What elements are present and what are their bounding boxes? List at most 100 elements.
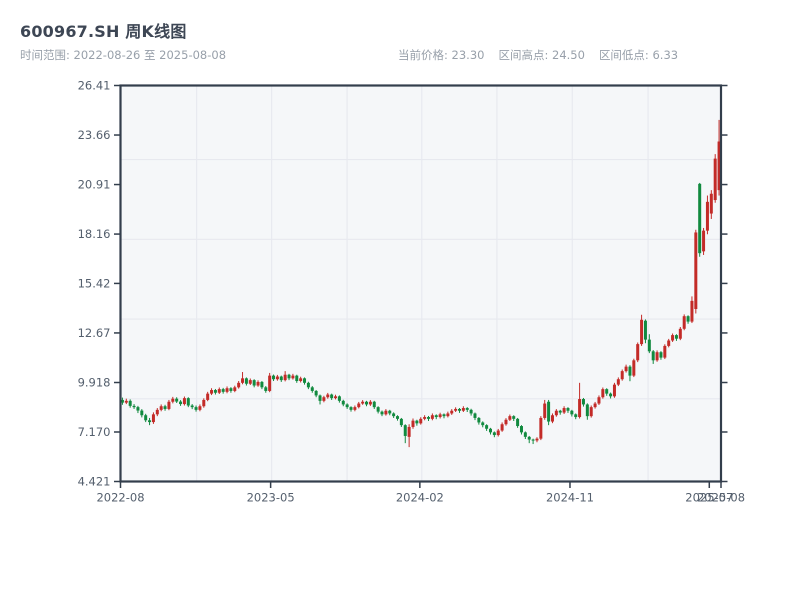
range-high-label: 区间高点: <box>498 48 549 62</box>
candle <box>306 382 310 388</box>
candle <box>175 398 179 402</box>
candle <box>384 410 388 415</box>
candle <box>450 410 454 414</box>
candle <box>550 415 554 422</box>
y-axis-label: 12.67 <box>78 326 111 340</box>
candle <box>380 411 384 415</box>
candle <box>500 424 504 431</box>
x-axis-label: 2025-07 <box>685 491 733 505</box>
candle <box>314 390 318 396</box>
candle <box>353 407 357 410</box>
current-price-label: 当前价格: <box>398 48 448 62</box>
candle <box>237 382 241 388</box>
candle <box>171 398 175 402</box>
candle <box>609 393 613 397</box>
candle <box>345 404 349 408</box>
y-axis-label: 4.421 <box>78 475 111 489</box>
candle <box>690 300 694 322</box>
candle <box>508 416 512 420</box>
candle <box>698 183 702 254</box>
candle <box>620 371 624 380</box>
candle <box>124 400 128 403</box>
candle <box>244 378 248 384</box>
candle <box>597 397 601 404</box>
candle <box>659 352 663 358</box>
plot-background <box>120 85 721 482</box>
candle <box>519 426 523 433</box>
price-summary: 当前价格: 23.30 区间高点: 24.50 区间低点: 6.33 <box>398 47 692 63</box>
candle <box>423 417 427 419</box>
candle <box>589 407 593 417</box>
candle <box>616 379 620 385</box>
candle <box>562 408 566 413</box>
candle <box>578 399 582 418</box>
x-axis-label: 2025-08 <box>697 491 745 505</box>
y-axis-label: 26.41 <box>78 79 111 93</box>
candle <box>365 401 369 405</box>
candle <box>694 232 698 309</box>
candle <box>709 193 713 214</box>
candle <box>322 397 326 401</box>
candle <box>543 403 547 418</box>
candle <box>605 389 609 394</box>
candle <box>167 401 171 409</box>
candle <box>461 408 465 411</box>
candle <box>330 394 334 399</box>
candle <box>496 430 500 436</box>
candle <box>527 436 531 440</box>
range-high-value: 24.50 <box>552 48 585 62</box>
candle <box>407 426 411 437</box>
candle <box>469 409 473 414</box>
candle <box>396 416 400 419</box>
candle <box>303 378 307 383</box>
candle <box>686 316 690 322</box>
candle <box>206 393 210 400</box>
candle <box>144 415 148 421</box>
candle <box>434 415 438 418</box>
candle <box>671 335 675 341</box>
candle <box>640 319 644 345</box>
candle <box>264 387 268 391</box>
candle <box>248 380 252 384</box>
candle <box>446 413 450 417</box>
candle <box>674 335 678 339</box>
candle <box>155 409 159 415</box>
candle <box>403 425 407 436</box>
candle <box>488 428 492 433</box>
candle <box>272 375 276 380</box>
candle <box>287 374 291 379</box>
candle <box>318 395 322 401</box>
candle <box>713 158 717 201</box>
candle <box>198 406 202 410</box>
candle <box>457 408 461 411</box>
current-price-stat: 当前价格: 23.30 <box>398 48 484 62</box>
candle <box>442 414 446 417</box>
candle <box>430 415 434 419</box>
candle <box>202 399 206 407</box>
candle <box>163 406 167 409</box>
candle <box>136 407 140 411</box>
candle <box>663 345 667 358</box>
candle <box>473 413 477 418</box>
candle <box>361 401 365 404</box>
candle <box>667 340 671 346</box>
candle <box>570 410 574 415</box>
candle <box>241 378 245 383</box>
candle <box>554 410 558 416</box>
candle <box>182 398 186 405</box>
candle <box>349 407 353 410</box>
candle <box>438 414 442 418</box>
candle <box>179 401 183 405</box>
candle <box>148 420 152 423</box>
range-low-value: 6.33 <box>652 48 679 62</box>
candle <box>283 374 287 381</box>
candle <box>368 401 372 405</box>
candle <box>279 376 283 381</box>
candle <box>291 375 295 379</box>
candle <box>426 417 430 419</box>
candle <box>210 390 214 394</box>
candle <box>651 351 655 361</box>
candle <box>419 418 423 424</box>
